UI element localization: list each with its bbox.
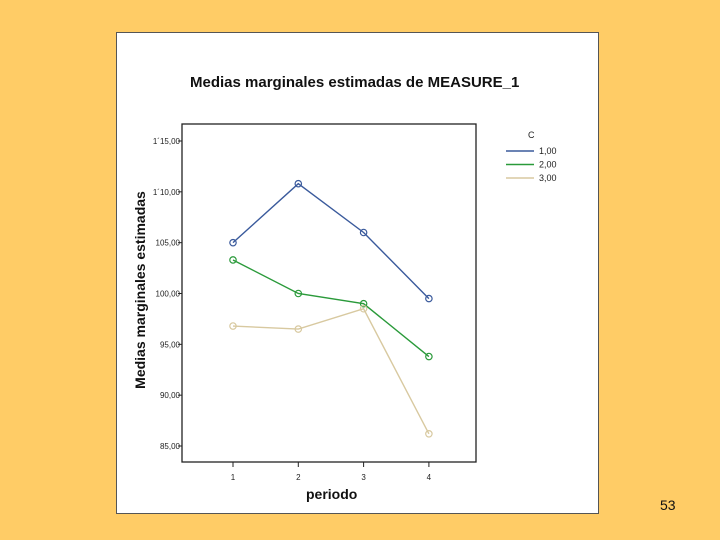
legend-label-1: 1,00 <box>539 146 557 156</box>
data-point-series-1 <box>294 179 303 188</box>
data-point-series-1 <box>359 228 368 237</box>
plot-frame <box>181 123 477 463</box>
x-tick-label: 3 <box>361 473 366 482</box>
chart-panel <box>116 32 599 514</box>
chart-title: Medias marginales estimadas de MEASURE_1 <box>190 74 520 91</box>
data-point-series-3 <box>425 429 433 438</box>
y-tick-label: 85,00 <box>160 442 181 451</box>
y-tick-label: 90,00 <box>160 391 181 400</box>
data-point-series-3 <box>294 325 303 333</box>
legend-label-3: 3,00 <box>539 173 557 183</box>
y-tick-label: 95,00 <box>160 340 181 349</box>
data-point-series-2 <box>229 256 237 264</box>
data-point-series-1 <box>425 294 433 303</box>
x-axis-title: periodo <box>306 486 358 502</box>
y-tick-label: 1´15,00 <box>153 137 181 146</box>
data-point-series-2 <box>425 352 433 361</box>
y-tick-label: 1´10,00 <box>153 188 181 197</box>
data-point-series-2 <box>359 299 368 308</box>
series-line-2 <box>232 259 430 358</box>
series-line-1 <box>232 182 430 300</box>
x-tick-label: 1 <box>231 473 236 482</box>
data-point-series-2 <box>294 289 303 298</box>
legend-title: C <box>528 130 535 140</box>
y-tick-label: 105,00 <box>156 239 181 248</box>
y-tick-label: 100,00 <box>156 290 181 299</box>
series-line-3 <box>232 307 430 435</box>
data-point-series-1 <box>229 238 237 247</box>
data-point-series-3 <box>359 304 368 313</box>
x-tick-label: 2 <box>296 473 301 482</box>
x-tick-label: 4 <box>427 473 432 482</box>
page-number: 53 <box>660 497 676 513</box>
data-point-series-3 <box>229 322 237 330</box>
legend-label-2: 2,00 <box>539 160 557 170</box>
